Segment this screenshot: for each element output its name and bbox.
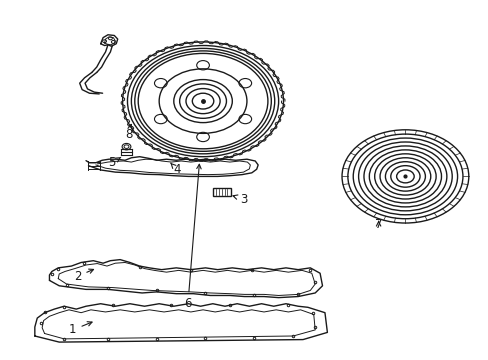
Bar [212, 188, 231, 196]
Text: 8: 8 [125, 124, 132, 141]
Text: 2: 2 [74, 269, 93, 283]
Text: 7: 7 [374, 218, 382, 231]
Text: 3: 3 [233, 193, 247, 206]
Text: 6: 6 [184, 164, 201, 310]
Text: 5: 5 [108, 156, 121, 169]
Text: 4: 4 [170, 163, 181, 176]
Text: 1: 1 [69, 322, 92, 336]
